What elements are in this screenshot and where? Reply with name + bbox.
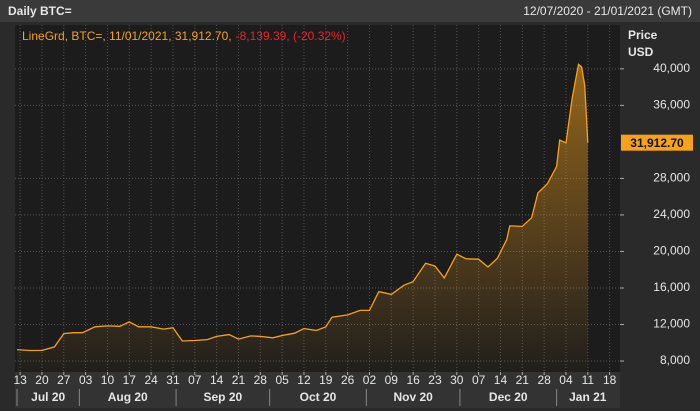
x-tick-label: 26 bbox=[341, 373, 355, 387]
x-tick-label: 21 bbox=[516, 373, 530, 387]
y-tick-label: 28,000 bbox=[653, 171, 690, 185]
x-tick-label: 02 bbox=[363, 373, 377, 387]
x-tick-label: 18 bbox=[603, 373, 617, 387]
legend-text: LineGrd, BTC=, 11/01/2021, 31,912.70, bbox=[22, 29, 232, 43]
x-tick-label: 10 bbox=[101, 373, 115, 387]
y-tick-label: 40,000 bbox=[653, 61, 690, 75]
month-label: Nov 20 bbox=[393, 390, 433, 404]
month-label: Aug 20 bbox=[108, 390, 148, 404]
date-range: 12/07/2020 - 21/01/2021 (GMT) bbox=[523, 4, 692, 18]
x-tick-label: 19 bbox=[319, 373, 333, 387]
x-tick-label: 07 bbox=[188, 373, 202, 387]
y-tick-label: 20,000 bbox=[653, 244, 690, 258]
y-tick-label: 36,000 bbox=[653, 98, 690, 112]
x-tick-label: 12 bbox=[297, 373, 311, 387]
x-axis-band bbox=[15, 372, 620, 408]
x-tick-label: 31 bbox=[166, 373, 180, 387]
x-tick-label: 23 bbox=[428, 373, 442, 387]
x-tick-label: 04 bbox=[559, 373, 573, 387]
x-tick-label: 05 bbox=[275, 373, 289, 387]
x-tick-label: 30 bbox=[450, 373, 464, 387]
month-label: Jul 20 bbox=[31, 390, 65, 404]
x-tick-label: 28 bbox=[537, 373, 551, 387]
x-tick-label: 14 bbox=[494, 373, 508, 387]
x-tick-label: 28 bbox=[254, 373, 268, 387]
last-price-box bbox=[621, 134, 693, 151]
month-label: Oct 20 bbox=[300, 390, 337, 404]
y-axis-label: Price bbox=[628, 28, 658, 42]
x-tick-label: 03 bbox=[79, 373, 93, 387]
x-tick-label: 11 bbox=[582, 373, 595, 387]
x-tick-label: 07 bbox=[472, 373, 486, 387]
y-axis-label: USD bbox=[628, 45, 654, 59]
month-label: Dec 20 bbox=[489, 390, 528, 404]
header-bar bbox=[0, 0, 700, 22]
y-tick-label: 16,000 bbox=[653, 280, 690, 294]
y-tick-label: 8,000 bbox=[660, 353, 690, 367]
x-tick-label: 17 bbox=[123, 373, 137, 387]
x-tick-label: 24 bbox=[144, 373, 158, 387]
y-tick-label: 24,000 bbox=[653, 207, 690, 221]
month-label: Jan 21 bbox=[569, 390, 607, 404]
x-tick-label: 20 bbox=[35, 373, 49, 387]
y-tick-label: 12,000 bbox=[653, 317, 690, 331]
price-line bbox=[16, 63, 589, 352]
x-tick-label: 16 bbox=[406, 373, 420, 387]
x-tick-label: 21 bbox=[232, 373, 246, 387]
x-tick-label: 14 bbox=[210, 373, 224, 387]
x-tick-label: 27 bbox=[57, 373, 71, 387]
month-label: Sep 20 bbox=[204, 390, 243, 404]
chart-title: Daily BTC= bbox=[8, 4, 72, 18]
area bbox=[17, 64, 588, 373]
x-tick-label: 13 bbox=[13, 373, 27, 387]
legend-change: -8,139.39, (-20.32%) bbox=[236, 29, 346, 43]
x-tick-label: 09 bbox=[385, 373, 399, 387]
last-price-label: 31,912.70 bbox=[630, 136, 684, 150]
